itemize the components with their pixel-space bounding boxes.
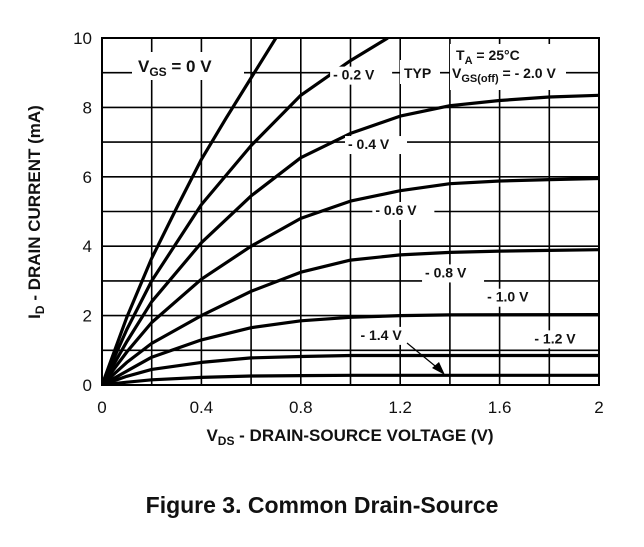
y-axis-title: ID - DRAIN CURRENT (mA) (25, 105, 47, 319)
vgsoff-main: V (452, 65, 462, 81)
y-axis-main: I (25, 314, 44, 319)
ta-rest: = 25°C (473, 47, 520, 63)
curve-label-bg (357, 326, 420, 345)
y-tick-label: 10 (73, 29, 92, 48)
curve-label-bg (372, 201, 435, 220)
y-tick-label: 8 (83, 98, 92, 117)
vgs-label-bg (132, 52, 244, 80)
typ-bg (400, 60, 440, 84)
x-tick-label: 0 (97, 398, 106, 417)
x-axis-main: V (206, 426, 218, 445)
arrow-head (432, 362, 445, 375)
ta-sub: A (465, 55, 473, 67)
vgsoff-rest: = - 2.0 V (499, 65, 557, 81)
ta-label: TA = 25°C (456, 47, 520, 67)
y-axis-rest: - DRAIN CURRENT (mA) (25, 105, 44, 305)
curve-label: - 0.6 V (375, 202, 417, 218)
curve-label: - 1.0 V (487, 289, 529, 305)
curves (102, 38, 599, 385)
x-axis-title: VDS - DRAIN-SOURCE VOLTAGE (V) (206, 426, 493, 448)
series-line-6 (102, 353, 599, 385)
arrow-line (406, 342, 441, 371)
y-tick-labels: 0 2 4 6 8 10 (73, 29, 92, 395)
curve-label: - 0.4 V (348, 136, 390, 152)
x-tick-label: 1.6 (488, 398, 512, 417)
curve-label-bg (345, 136, 408, 155)
x-tick-label: 0.4 (190, 398, 214, 417)
curve-label: - 1.2 V (534, 330, 576, 346)
curve-label: - 1.4 V (360, 327, 402, 343)
typ-label: TYP (404, 65, 431, 81)
vgs-rest: = 0 V (167, 57, 213, 76)
curve-label-bg (484, 288, 547, 307)
curve-label-bg (531, 330, 594, 349)
series-line-7 (102, 373, 599, 385)
x-tick-label: 1.2 (388, 398, 412, 417)
x-tick-label: 0.8 (289, 398, 313, 417)
y-tick-label: 0 (83, 376, 92, 395)
y-tick-label: 4 (83, 237, 92, 256)
curve-label-bg (330, 66, 393, 85)
y-tick-label: 2 (83, 307, 92, 326)
series-line-2 (102, 93, 599, 385)
vgs-sub: GS (149, 65, 166, 79)
y-axis-sub: D (33, 305, 47, 314)
series-line-3 (102, 176, 599, 385)
vgsoff-label: VGS(off) = - 2.0 V (452, 65, 556, 85)
curve-label: - 0.8 V (425, 264, 467, 280)
x-tick-label: 2 (594, 398, 603, 417)
x-axis-rest: - DRAIN-SOURCE VOLTAGE (V) (234, 426, 493, 445)
vgsoff-sub: GS(off) (461, 73, 499, 85)
x-axis-sub: DS (218, 434, 235, 448)
vgs-main: V (138, 57, 150, 76)
vgs-label: VGS = 0 V (138, 57, 212, 79)
curve-labels: - 0.2 V - 0.4 V - 0.6 V - 0.8 V - 1.0 V - 1.2… (330, 66, 594, 349)
series-line-1 (102, 38, 389, 385)
x-tick-labels: 0 0.4 0.8 1.2 1.6 2 (97, 398, 603, 417)
curve-label: - 0.2 V (333, 67, 375, 83)
figure-caption: Figure 3. Common Drain-Source (145, 492, 499, 518)
ta-main: T (456, 47, 465, 63)
ta-bg (450, 44, 566, 90)
series-line-0 (102, 38, 278, 385)
curve-label-bg (422, 264, 485, 283)
series-line-4 (102, 248, 599, 385)
y-tick-label: 6 (83, 168, 92, 187)
plot-frame (101, 37, 600, 386)
series-line-5 (102, 313, 599, 385)
